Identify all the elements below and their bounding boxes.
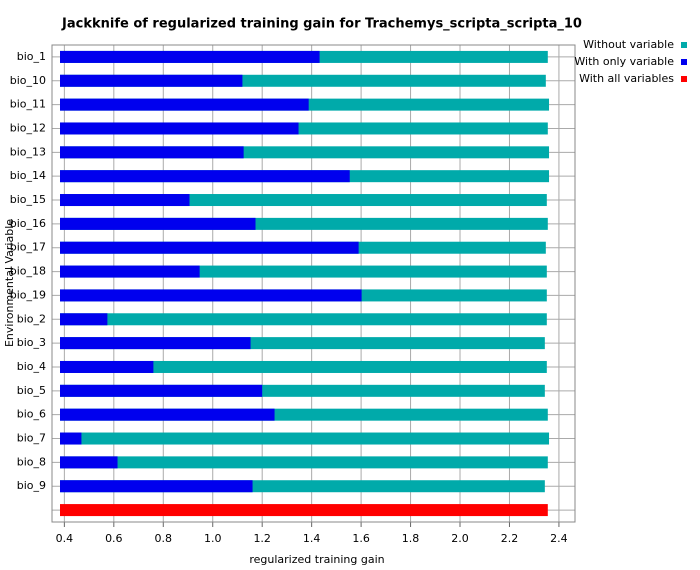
- bar: [60, 122, 299, 135]
- y-tick-label: bio_17: [10, 241, 46, 254]
- bar: [60, 504, 548, 517]
- plot-frame: [51, 44, 576, 523]
- bar: [60, 313, 108, 326]
- y-tick-label: bio_5: [17, 384, 46, 397]
- x-tick-label: 0.6: [105, 532, 123, 545]
- bar: [60, 170, 350, 183]
- y-tick-label: bio_1: [17, 50, 46, 63]
- x-axis-label: regularized training gain: [249, 553, 384, 566]
- bar: [60, 146, 244, 159]
- legend-label: With all variables: [579, 72, 674, 85]
- x-tick-label: 1.0: [204, 532, 222, 545]
- bar: [60, 408, 275, 421]
- bar: [60, 432, 82, 445]
- y-tick-label: bio_19: [10, 288, 46, 301]
- legend-label: With only variable: [574, 55, 674, 68]
- bar: [60, 194, 190, 207]
- y-tick-label: bio_9: [17, 479, 46, 492]
- y-tick-label: bio_4: [17, 360, 46, 373]
- bar: [60, 456, 548, 469]
- y-tick-label: bio_15: [10, 193, 46, 206]
- bar: [60, 313, 547, 326]
- bar: [60, 384, 263, 397]
- x-tick-label: 1.6: [352, 532, 370, 545]
- y-tick-label: bio_3: [17, 336, 46, 349]
- x-tick-label: 1.4: [303, 532, 321, 545]
- bar: [60, 480, 253, 493]
- y-tick-label: bio_13: [10, 145, 46, 158]
- bar: [60, 360, 154, 373]
- y-tick-label: bio_2: [17, 312, 46, 325]
- y-tick-label: bio_7: [17, 432, 46, 445]
- x-tick-label: 0.4: [56, 532, 74, 545]
- legend-swatch: [681, 42, 687, 48]
- x-tick-label: 1.2: [253, 532, 271, 545]
- legend-swatch: [681, 59, 687, 65]
- bar: [60, 289, 362, 302]
- x-tick-label: 2.0: [451, 532, 469, 545]
- y-tick-label: bio_16: [10, 217, 46, 230]
- bar: [60, 74, 243, 87]
- y-tick-label: bio_6: [17, 408, 46, 421]
- bar: [60, 360, 547, 373]
- x-tick-label: 2.2: [501, 532, 519, 545]
- x-tick-label: 0.8: [155, 532, 173, 545]
- bar: [60, 265, 200, 278]
- bar: [60, 50, 320, 63]
- x-tick-label: 1.8: [402, 532, 420, 545]
- legend-swatch: [681, 76, 687, 82]
- y-tick-label: bio_14: [10, 169, 46, 182]
- legend-label: Without variable: [583, 38, 674, 51]
- y-tick-label: bio_11: [10, 98, 46, 111]
- y-tick-label: bio_10: [10, 74, 46, 87]
- bar: [60, 456, 118, 469]
- bar: [60, 241, 359, 254]
- bar: [60, 217, 256, 230]
- y-axis-label: Environmental Variable: [3, 219, 16, 347]
- y-tick-label: bio_8: [17, 455, 46, 468]
- bar: [60, 337, 251, 350]
- x-tick-label: 2.4: [550, 532, 568, 545]
- y-tick-label: bio_18: [10, 265, 46, 278]
- y-tick-label: bio_12: [10, 121, 46, 134]
- bar: [60, 98, 309, 111]
- bar: [60, 432, 550, 445]
- chart-title: Jackknife of regularized training gain f…: [61, 17, 582, 32]
